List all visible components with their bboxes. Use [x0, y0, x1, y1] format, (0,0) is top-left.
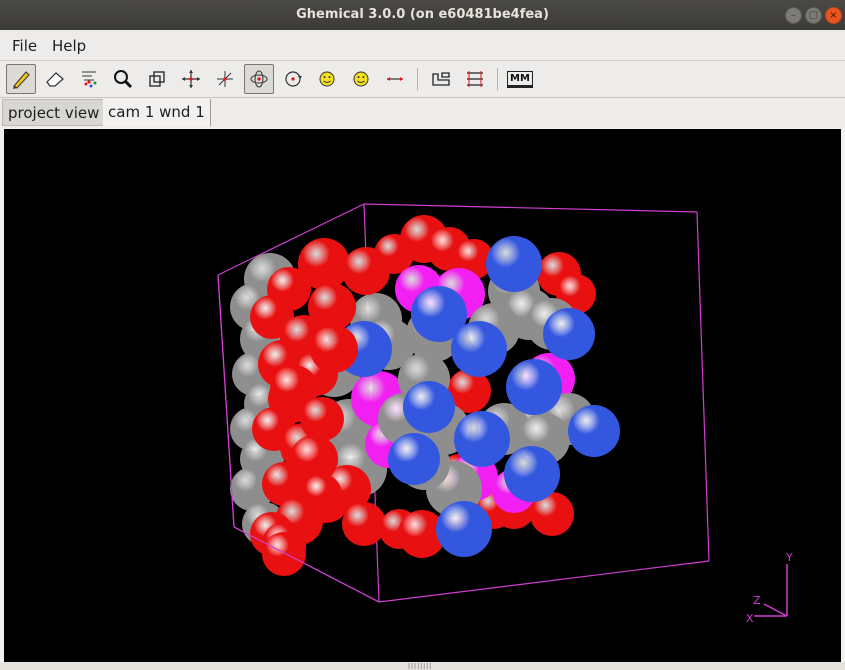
clipping-tool-button[interactable] — [142, 64, 172, 94]
nitrogen-atom — [454, 411, 510, 467]
nitrogen-atom — [411, 286, 467, 342]
oxygen-atom — [374, 234, 414, 274]
translate-z-icon — [217, 71, 233, 87]
toolbar-separator — [417, 68, 418, 90]
status-strip: |||||||| — [0, 662, 845, 670]
nitrogen-atom — [451, 321, 507, 377]
measure-tool-button[interactable] — [380, 64, 410, 94]
oxygen-atom — [300, 397, 344, 441]
maximize-button[interactable]: ▢ — [805, 7, 822, 24]
nitrogen-atom — [543, 308, 595, 360]
element-icon — [432, 72, 450, 86]
oxygen-atom — [290, 435, 338, 483]
oxygen-atom — [310, 325, 358, 373]
oxygen-atom — [308, 283, 356, 331]
axis-y-label: Y — [785, 551, 793, 564]
rotate-icon — [285, 71, 302, 87]
draw-tool-button[interactable] — [6, 64, 36, 94]
mm-tool-button[interactable]: MM — [505, 64, 535, 94]
box-edge — [363, 203, 698, 213]
box-edge — [233, 526, 380, 603]
orbit-z-tool-button[interactable] — [278, 64, 308, 94]
axis-z-label: Z — [753, 594, 761, 607]
zoom-tool-button[interactable] — [108, 64, 138, 94]
menu-help[interactable]: Help — [52, 37, 87, 55]
box-edge — [378, 560, 710, 603]
bondtype-icon — [467, 71, 483, 87]
nitrogen-atom — [436, 501, 492, 557]
nitrogen-atom — [388, 433, 440, 485]
measure-icon — [387, 77, 403, 81]
erase-tool-button[interactable] — [40, 64, 70, 94]
select-icon — [82, 71, 97, 88]
oxygen-atom — [302, 474, 342, 514]
nitrogen-atom — [504, 446, 560, 502]
oxygen-atom — [398, 510, 446, 558]
clipping-icon — [149, 71, 165, 87]
oxygen-atom — [298, 238, 350, 290]
oxygen-atom — [270, 365, 318, 413]
title-bar: Ghemical 3.0.0 (on e60481be4fea) – ▢ × — [0, 0, 845, 30]
tab-project-view[interactable]: project view — [2, 99, 106, 126]
element-tool-button[interactable] — [426, 64, 456, 94]
smiley-icon — [353, 71, 369, 87]
axis-x-label: X — [746, 612, 754, 625]
minimize-button[interactable]: – — [785, 7, 802, 24]
oxygen-atom — [342, 502, 386, 546]
translate-xy-tool-button[interactable] — [176, 64, 206, 94]
oxygen-atom — [530, 492, 574, 536]
magnifier-icon — [114, 70, 133, 89]
tab-bar: project view cam 1 wnd 1 — [0, 98, 845, 128]
mm-label: MM — [507, 70, 533, 88]
bondtype-tool-button[interactable] — [460, 64, 490, 94]
pencil-icon — [13, 71, 30, 89]
rotate-xy-tool-button[interactable] — [312, 64, 342, 94]
nitrogen-atom — [506, 359, 562, 415]
translate-z-tool-button[interactable] — [210, 64, 240, 94]
box-edge — [217, 203, 365, 276]
menu-bar: File Help — [0, 30, 845, 61]
orbit-xy-tool-button[interactable] — [244, 64, 274, 94]
nitrogen-atom — [486, 236, 542, 292]
toolbar: MM — [0, 61, 845, 98]
toolbar-separator — [497, 68, 498, 90]
window-title: Ghemical 3.0.0 (on e60481be4fea) — [296, 7, 549, 22]
nitrogen-atom — [403, 381, 455, 433]
menu-file[interactable]: File — [12, 37, 38, 55]
move-arrows-icon — [182, 70, 200, 88]
orbit-icon — [250, 70, 268, 88]
box-edge — [696, 211, 710, 562]
resize-grip[interactable]: |||||||| — [408, 663, 433, 670]
smiley-rotate-icon — [319, 71, 335, 87]
axis-z-line — [763, 603, 788, 617]
select-tool-button[interactable] — [74, 64, 104, 94]
close-button[interactable]: × — [825, 7, 842, 24]
box-edge — [217, 274, 235, 528]
oxygen-atom — [262, 532, 306, 576]
molecule-scene[interactable]: Y XZ — [4, 129, 841, 662]
rotate-z-tool-button[interactable] — [346, 64, 376, 94]
eraser-icon — [46, 72, 64, 87]
nitrogen-atom — [568, 405, 620, 457]
tab-cam-1-wnd-1[interactable]: cam 1 wnd 1 — [103, 99, 211, 126]
oxygen-atom — [447, 369, 491, 413]
